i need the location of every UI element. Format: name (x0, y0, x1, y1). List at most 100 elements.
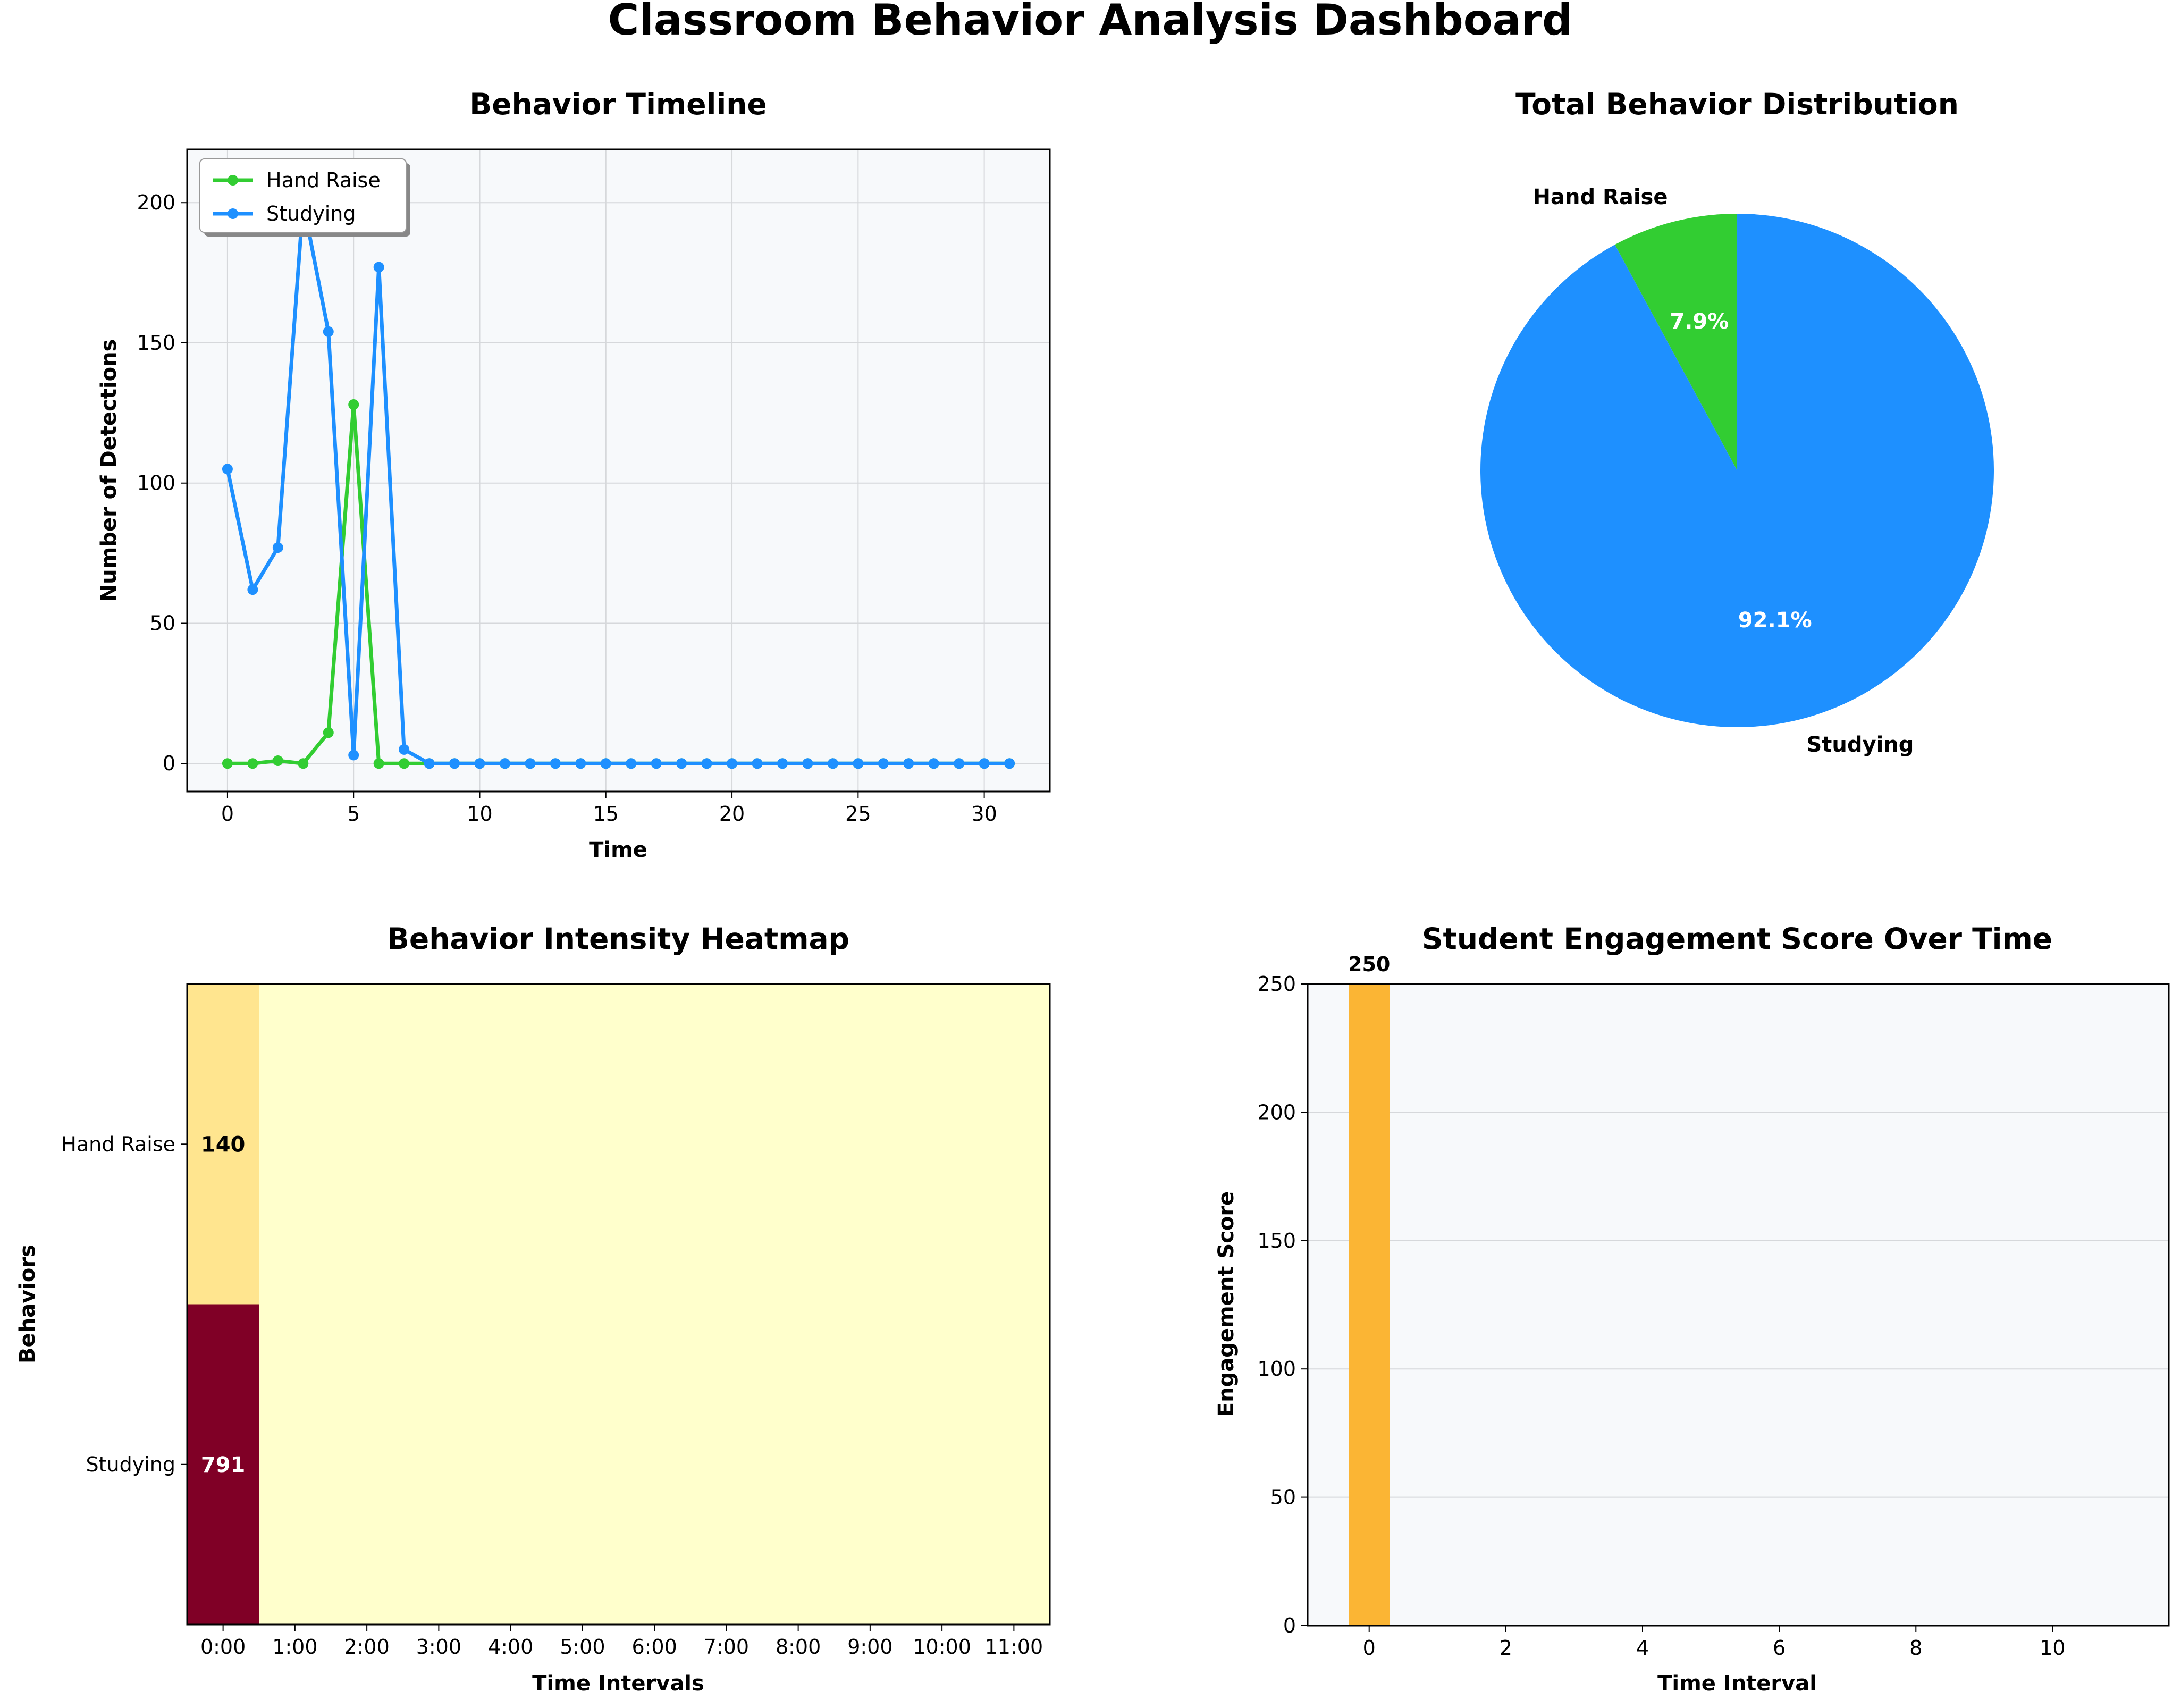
heatmap-xlabel: Time Intervals (532, 1671, 704, 1696)
studying-point (373, 262, 384, 273)
dashboard-title: Classroom Behavior Analysis Dashboard (608, 0, 1573, 45)
heatmap-cell (978, 1304, 1050, 1625)
studying-point (752, 758, 763, 769)
hand-raise-point (247, 758, 258, 769)
timeline-plot-area (187, 149, 1050, 792)
heatmap-y-tick-label: Hand Raise (61, 1132, 175, 1156)
engagement-x-tick-label: 0 (1363, 1636, 1376, 1660)
engagement-x-tick-label: 10 (2040, 1636, 2065, 1660)
studying-point (474, 758, 485, 769)
heatmap-x-tick-label: 9:00 (847, 1635, 892, 1659)
heatmap-x-tick-label: 7:00 (704, 1635, 749, 1659)
hand-raise-pct-label: 7.9% (1670, 309, 1729, 334)
engagement-y-tick-label: 100 (1257, 1357, 1296, 1381)
heatmap-cell (187, 984, 259, 1305)
heatmap-cell (475, 1304, 547, 1625)
heatmap-x-tick-label: 0:00 (200, 1635, 246, 1659)
engagement-y-tick-label: 200 (1257, 1100, 1296, 1124)
studying-point (550, 758, 561, 769)
timeline-title: Behavior Timeline (469, 87, 767, 121)
studying-point (903, 758, 914, 769)
studying-point (802, 758, 813, 769)
hand-raise-point (298, 758, 309, 769)
studying-point (499, 758, 510, 769)
heatmap-cell-label: 791 (201, 1453, 246, 1477)
studying-point (600, 758, 611, 769)
engagement-x-tick-label: 4 (1636, 1636, 1649, 1660)
heatmap-x-tick-label: 6:00 (631, 1635, 677, 1659)
heatmap-cell (618, 1304, 691, 1625)
studying-point (979, 758, 990, 769)
studying-point (1004, 758, 1015, 769)
studying-slice (1480, 214, 1994, 727)
heatmap-cell (906, 1304, 979, 1625)
studying-point (853, 758, 864, 769)
studying-point (928, 758, 939, 769)
heatmap-ylabel: Behaviors (15, 1244, 40, 1364)
engagement-ylabel: Engagement Score (1214, 1191, 1239, 1417)
engagement-title: Student Engagement Score Over Time (1422, 922, 2052, 956)
hand-raise-point (323, 727, 334, 738)
behavior-intensity-heatmap: 140 791 0:00 1:00 2:00 3:00 4:00 5:00 6:00 7:00 8… (15, 922, 1051, 1696)
timeline-y-tick-label: 150 (137, 331, 175, 355)
timeline-x-tick-label: 20 (719, 802, 745, 826)
hand-raise-legend-marker (228, 175, 238, 186)
engagement-x-tick-label: 8 (1909, 1636, 1922, 1660)
timeline-x-tick-label: 15 (593, 802, 619, 826)
heatmap-cell (402, 984, 475, 1305)
heatmap-x-tick-label: 8:00 (776, 1635, 821, 1659)
studying-legend-label: Studying (266, 202, 356, 225)
studying-point (272, 542, 283, 553)
heatmap-cell (546, 984, 619, 1305)
engagement-plot-frame (1307, 983, 2170, 1627)
timeline-y-tick-label: 0 (163, 752, 175, 775)
engagement-y-tick-label: 50 (1270, 1486, 1296, 1509)
studying-slice-label: Studying (1807, 733, 1914, 757)
studying-point (222, 464, 233, 475)
heatmap-cell (331, 984, 403, 1305)
heatmap-cell (762, 1304, 835, 1625)
engagement-bar (1349, 984, 1390, 1626)
engagement-y-tick-label: 250 (1257, 972, 1296, 996)
heatmap-cell (187, 1304, 259, 1625)
heatmap-cell (690, 984, 763, 1305)
studying-point (424, 758, 435, 769)
heatmap-x-tick-label: 1:00 (272, 1635, 317, 1659)
studying-point (827, 758, 838, 769)
timeline-legend: Hand Raise Studying (199, 158, 410, 237)
engagement-xlabel: Time Interval (1657, 1671, 1817, 1696)
heatmap-cell (618, 984, 691, 1305)
studying-point (348, 750, 359, 761)
studying-point (777, 758, 788, 769)
heatmap-x-tick-label: 4:00 (488, 1635, 533, 1659)
engagement-bar-label: 250 (1348, 953, 1390, 976)
pie-title: Total Behavior Distribution (1515, 87, 1959, 121)
engagement-plot-area (1308, 984, 2169, 1626)
timeline-x-tick-label: 30 (971, 802, 997, 826)
heatmap-cell (690, 1304, 763, 1625)
studying-point (399, 744, 410, 755)
heatmap-cell (331, 1304, 403, 1625)
heatmap-cell (978, 984, 1050, 1305)
timeline-plot-frame (186, 148, 1051, 793)
hand-raise-point (222, 758, 233, 769)
engagement-x-tick-label: 2 (1500, 1636, 1512, 1660)
hand-raise-point (373, 758, 384, 769)
hand-raise-point (272, 755, 283, 766)
heatmap-cell (402, 1304, 475, 1625)
timeline-y-tick-label: 50 (150, 611, 175, 635)
engagement-y-tick-label: 0 (1283, 1614, 1296, 1637)
heatmap-x-tick-label: 3:00 (416, 1635, 461, 1659)
heatmap-cell (834, 1304, 906, 1625)
heatmap-x-tick-label: 10:00 (913, 1635, 971, 1659)
heatmap-cell (475, 984, 547, 1305)
hand-raise-point (348, 399, 359, 410)
hand-raise-point (399, 758, 410, 769)
heatmap-frame (186, 983, 1051, 1626)
studying-point (878, 758, 889, 769)
heatmap-cell-label: 140 (201, 1132, 246, 1157)
heatmap-cell (546, 1304, 619, 1625)
studying-pct-label: 92.1% (1738, 608, 1812, 633)
heatmap-x-tick-label: 11:00 (985, 1635, 1043, 1659)
timeline-y-tick-label: 200 (137, 191, 175, 214)
